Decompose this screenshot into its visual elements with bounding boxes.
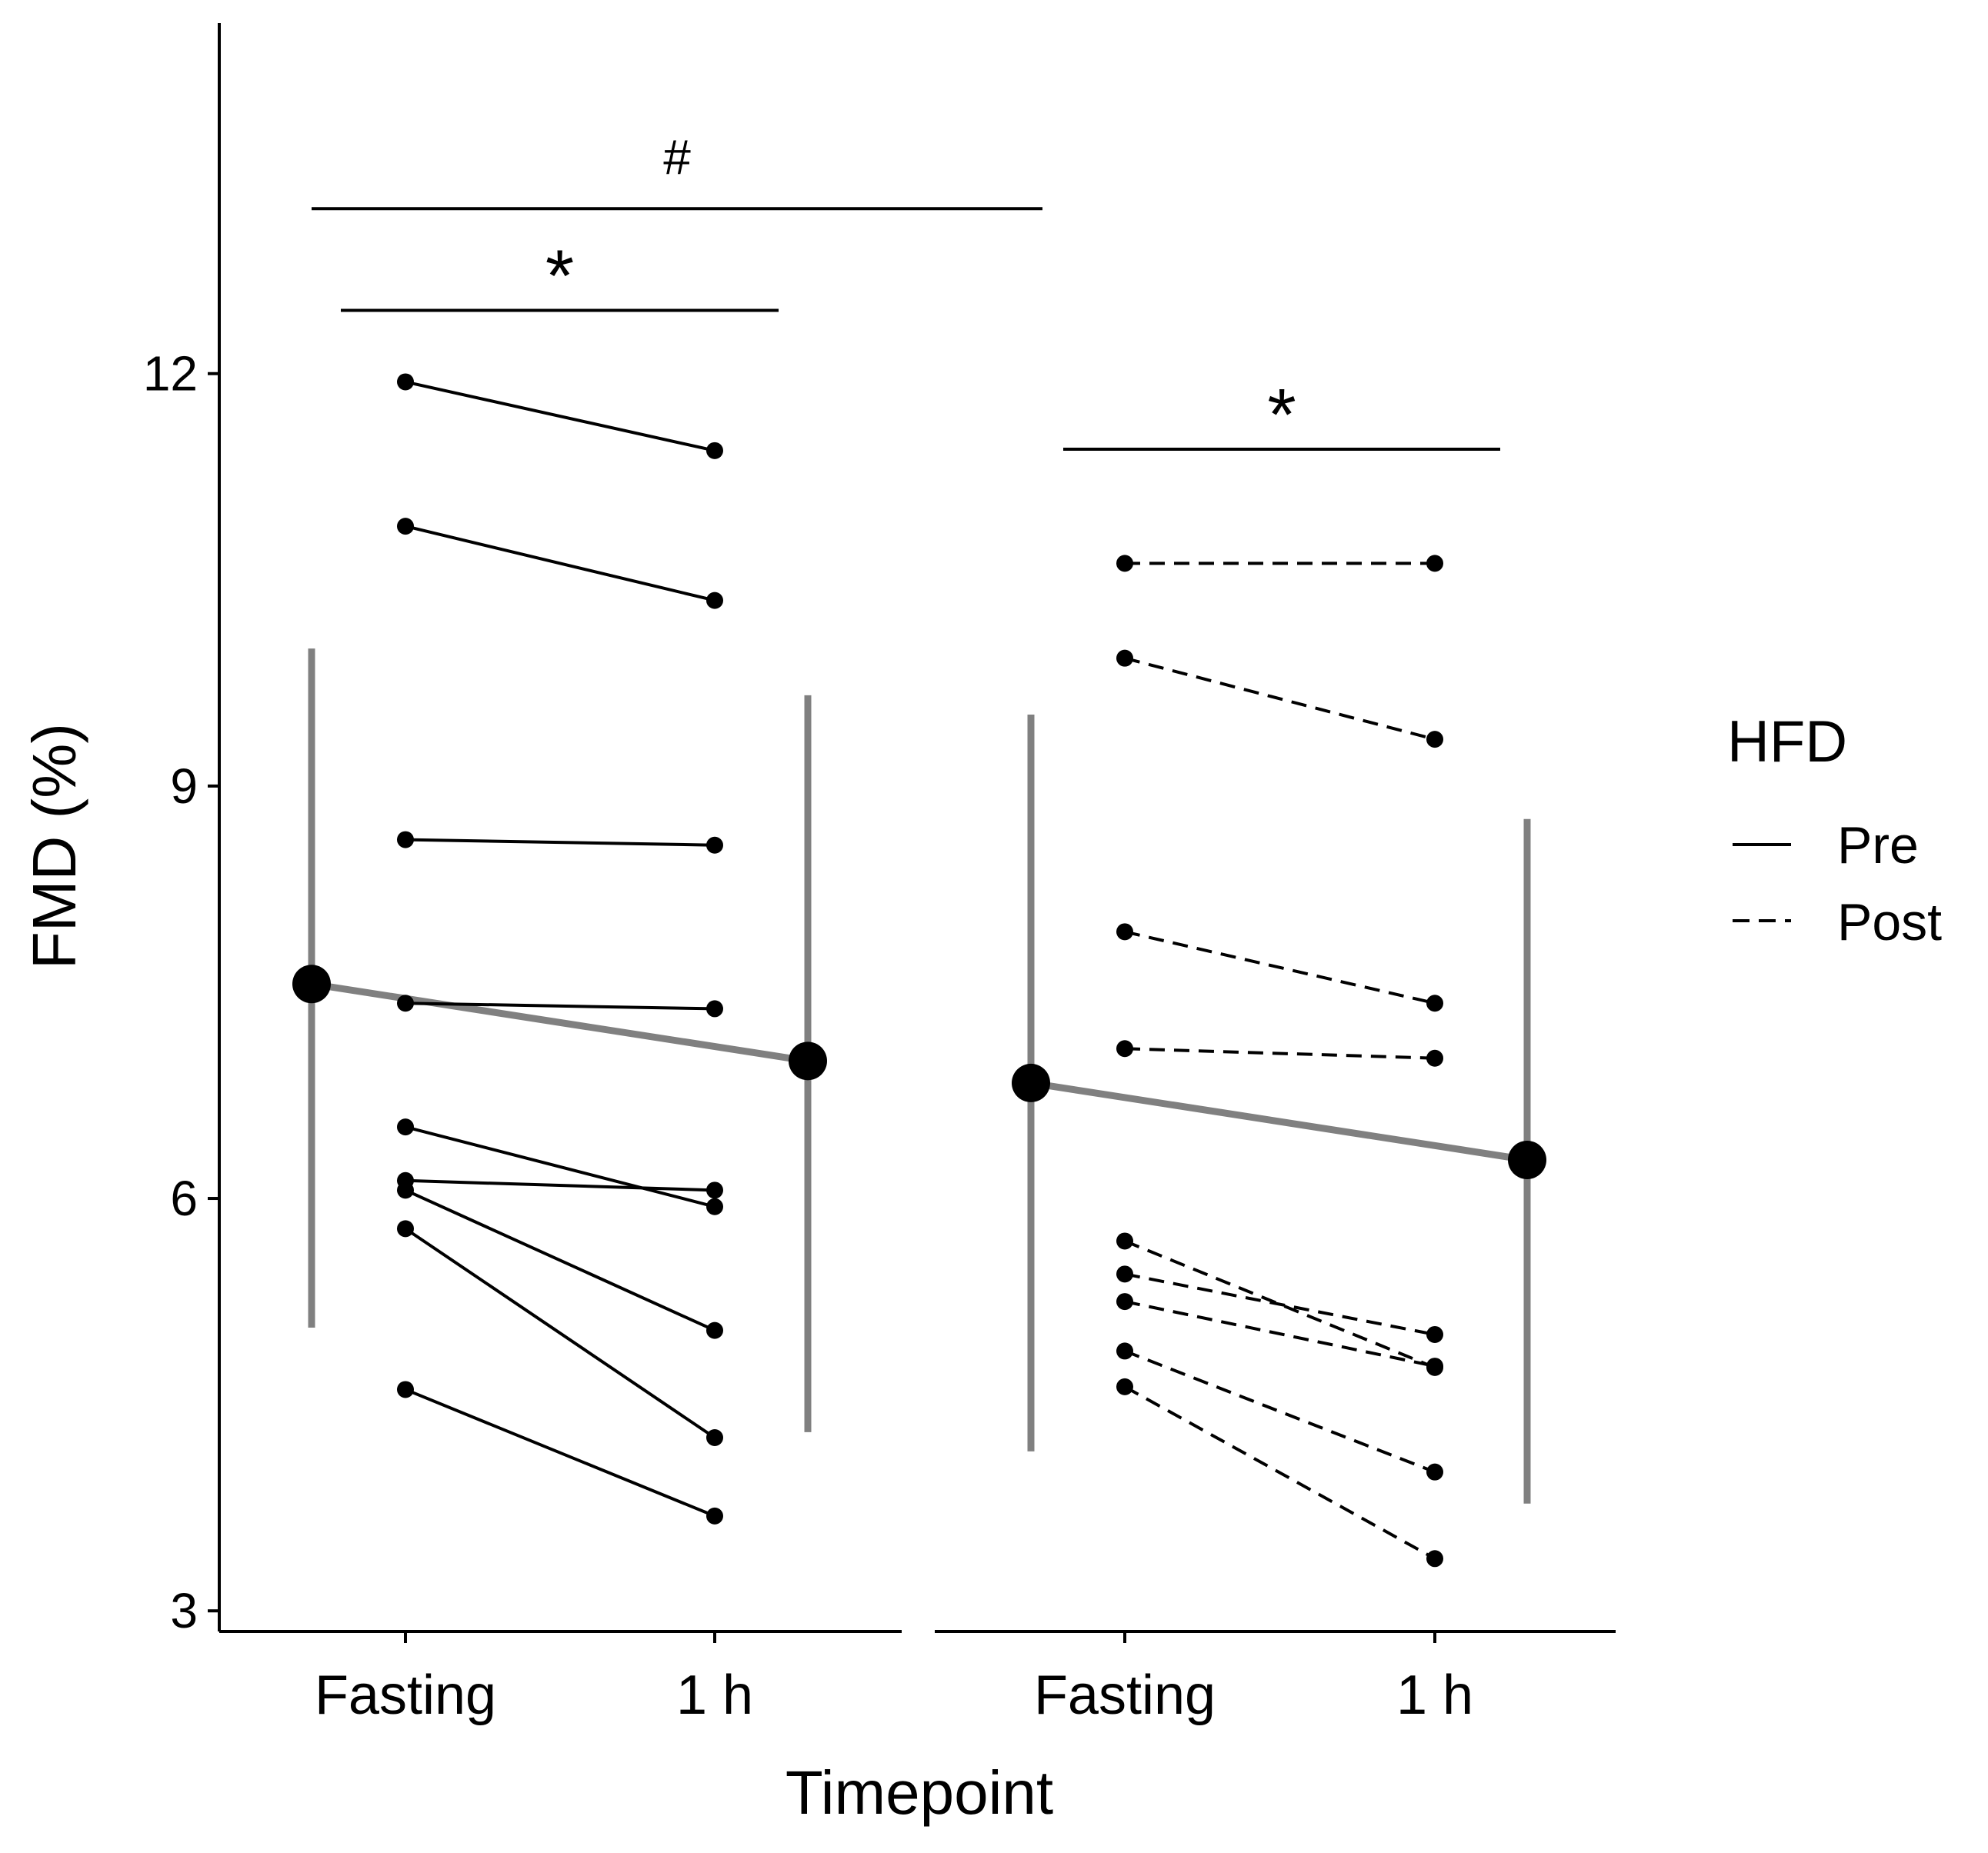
mean-line — [311, 980, 809, 1065]
y-tick-label: 12 — [143, 346, 198, 402]
subject-point — [397, 831, 414, 848]
legend-label-post: Post — [1837, 893, 1942, 951]
subject-line — [405, 1178, 715, 1192]
x-tick-label: Fasting — [1034, 1665, 1216, 1726]
subject-point — [1426, 555, 1443, 572]
subject-point — [706, 836, 723, 854]
subject-point — [706, 1181, 723, 1199]
significance-label: * — [1267, 374, 1296, 456]
subject-point — [397, 1181, 414, 1199]
subject-point — [706, 442, 723, 459]
subject-line — [404, 1227, 716, 1439]
subject-point — [706, 1321, 723, 1339]
subject-point — [397, 1118, 414, 1136]
subject-point — [1116, 1232, 1133, 1250]
subject-line — [405, 380, 715, 452]
y-ticks: 3 6 9 12 — [143, 346, 219, 1638]
significance-label: * — [545, 235, 574, 318]
x-tick-label: 1 h — [1396, 1665, 1473, 1726]
axes: 3 6 9 12 Fasting 1 h Fasting 1 h Timepoint FMD… — [20, 23, 1616, 1827]
mean-point — [1012, 1063, 1050, 1102]
subject-point — [397, 1381, 414, 1398]
panel-pre — [292, 373, 827, 1525]
subject-point — [1426, 995, 1443, 1012]
significance-label: # — [663, 129, 691, 185]
subject-point — [1426, 1463, 1443, 1481]
subject-line — [1124, 930, 1436, 1005]
subject-point — [706, 1000, 723, 1018]
subject-point — [706, 592, 723, 609]
subject-line — [1124, 1239, 1436, 1369]
y-tick-label: 3 — [170, 1583, 198, 1638]
x-tick-label: 1 h — [676, 1665, 753, 1726]
subject-point — [1116, 1378, 1133, 1395]
legend-label-pre: Pre — [1837, 816, 1919, 875]
significance-annotations: # * * — [312, 129, 1500, 456]
subject-line — [405, 525, 715, 602]
subject-point — [1426, 1550, 1443, 1568]
subject-point — [397, 373, 414, 391]
subject-point — [1116, 1293, 1133, 1311]
subject-point — [1116, 1342, 1133, 1360]
subject-point — [1426, 1049, 1443, 1067]
x-tick-label: Fasting — [315, 1665, 496, 1726]
subject-point — [1116, 1040, 1133, 1058]
subject-line — [1124, 1272, 1436, 1336]
subject-point — [397, 995, 414, 1012]
subject-point — [1116, 555, 1133, 572]
y-axis-title: FMD (%) — [20, 723, 88, 969]
legend: HFD Pre Post — [1727, 709, 1942, 951]
mean-line — [1030, 1079, 1528, 1164]
x-axis-title: Timepoint — [786, 1758, 1053, 1827]
subject-line — [405, 1125, 715, 1208]
panel-post — [1012, 555, 1546, 1568]
subject-line — [1124, 1385, 1436, 1561]
subject-point — [1426, 731, 1443, 748]
mean-point — [1508, 1140, 1546, 1179]
subject-line — [405, 838, 715, 847]
subject-point — [1116, 923, 1133, 941]
subject-line — [405, 1188, 715, 1332]
subject-line — [1124, 1300, 1436, 1368]
subject-point — [397, 1220, 414, 1238]
subject-point — [1426, 1358, 1443, 1375]
subject-point — [706, 1429, 723, 1447]
mean-point — [789, 1041, 827, 1081]
subject-point — [1116, 649, 1133, 667]
subject-line — [1124, 1047, 1436, 1060]
y-tick-label: 6 — [170, 1171, 198, 1226]
y-tick-label: 9 — [170, 758, 198, 814]
subject-line — [1124, 656, 1436, 742]
subject-line — [405, 1001, 715, 1011]
plot-area — [292, 373, 1546, 1568]
subject-point — [1426, 1325, 1443, 1343]
x-ticks: Fasting 1 h Fasting 1 h — [315, 1631, 1473, 1726]
mean-point — [292, 965, 331, 1004]
subject-point — [706, 1507, 723, 1525]
legend-title: HFD — [1727, 709, 1847, 775]
subject-point — [1116, 1265, 1133, 1283]
subject-point — [706, 1198, 723, 1215]
subject-point — [397, 518, 414, 535]
subject-line — [405, 1388, 715, 1518]
subject-line — [1124, 1349, 1436, 1474]
